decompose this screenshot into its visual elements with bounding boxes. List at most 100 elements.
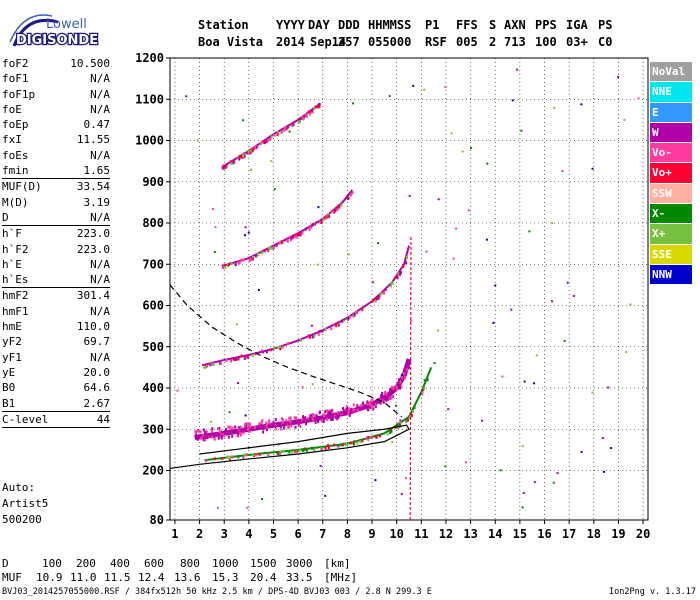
- echo-point: [267, 248, 270, 252]
- echo-point: [224, 266, 227, 270]
- muf-value: 33.5: [286, 571, 313, 584]
- echo-point: [400, 385, 403, 389]
- noise-point: [395, 404, 398, 407]
- echo-point: [279, 240, 282, 244]
- echo-point: [403, 371, 406, 375]
- parameter-value: 2.67: [83, 396, 111, 410]
- echo-point: [284, 125, 287, 129]
- echo-point: [243, 154, 246, 158]
- parameter-value: 0.47: [83, 118, 111, 132]
- muf-value: 20.4: [250, 571, 277, 584]
- noise-point: [246, 506, 249, 509]
- echo-point: [298, 449, 301, 453]
- echo-point: [279, 427, 282, 431]
- echo-point: [289, 419, 292, 423]
- y-tick-label: 800: [142, 216, 164, 230]
- echo-point: [314, 414, 317, 418]
- noise-point: [523, 380, 526, 383]
- noise-point: [528, 230, 531, 233]
- echo-point: [399, 378, 402, 382]
- echo-point: [213, 435, 216, 439]
- echo-point: [270, 135, 273, 139]
- echo-point: [374, 403, 377, 407]
- echo-point: [374, 405, 377, 409]
- noise-point: [617, 76, 620, 79]
- muf-value: 11.0: [70, 571, 97, 584]
- echo-point: [316, 104, 319, 108]
- echo-point: [320, 447, 323, 451]
- echo-point: [300, 116, 303, 120]
- echo-point: [229, 160, 232, 164]
- echo-point: [303, 419, 306, 423]
- echo-point: [367, 438, 370, 442]
- echo-point: [276, 422, 279, 426]
- parameter-name: foEs: [2, 148, 29, 162]
- echo-point: [410, 413, 413, 417]
- echo-point: [219, 430, 222, 434]
- noise-point: [399, 419, 402, 422]
- parameter-name: D: [2, 210, 9, 224]
- echo-point: [366, 400, 369, 404]
- noise-point: [311, 383, 314, 386]
- muf-value: 11.5: [104, 571, 131, 584]
- echo-point: [221, 166, 224, 170]
- echo-point: [412, 409, 415, 413]
- echo-point: [405, 419, 408, 423]
- parameter-value: 64.6: [83, 381, 111, 395]
- echo-point: [324, 409, 327, 413]
- echo-point: [409, 415, 412, 419]
- noise-point: [437, 329, 440, 332]
- parameter-name: hmE: [2, 320, 22, 334]
- echo-point: [296, 233, 299, 237]
- echo-point: [279, 422, 282, 426]
- echo-point: [348, 413, 351, 417]
- parameter-row: foE N/A: [2, 102, 110, 117]
- echo-point: [222, 433, 225, 437]
- echo-point: [381, 391, 384, 395]
- header-value: Sep14: [310, 35, 347, 49]
- echo-point: [217, 436, 220, 440]
- parameter-row: h`F2 223.0: [2, 242, 110, 257]
- echo-point: [276, 133, 279, 137]
- noise-point: [196, 139, 199, 142]
- header-label: S: [489, 18, 497, 32]
- echo-point: [216, 427, 219, 431]
- echo-point: [251, 257, 254, 261]
- noise-point: [480, 419, 483, 422]
- parameter-row: foF1 N/A: [2, 71, 110, 86]
- echo-point: [260, 420, 263, 424]
- x-tick-label: 10: [389, 527, 403, 541]
- echo-point: [312, 413, 315, 417]
- echo-point: [220, 436, 223, 440]
- noise-point: [444, 85, 447, 88]
- y-tick-label: 600: [142, 299, 164, 313]
- echo-point: [285, 127, 288, 131]
- parameter-name: foF2: [2, 57, 29, 70]
- echo-point: [348, 315, 351, 319]
- echo-point: [228, 456, 231, 460]
- echo-point: [398, 272, 401, 276]
- noise-point: [244, 414, 247, 417]
- echo-point: [209, 363, 212, 367]
- noise-point: [400, 373, 403, 376]
- echo-point: [369, 435, 372, 439]
- echo-point: [352, 313, 355, 317]
- distance-value: 200: [76, 557, 96, 570]
- noise-point: [455, 227, 458, 230]
- echo-point: [396, 387, 399, 391]
- distance-value: 3000: [286, 557, 313, 570]
- echo-point: [332, 414, 335, 418]
- header-value: RSF: [425, 35, 447, 49]
- trace-3rd-hop: [221, 189, 354, 270]
- echo-point: [279, 344, 282, 348]
- legend-entry: SSE: [650, 244, 692, 264]
- echo-point: [290, 236, 293, 240]
- noise-point: [510, 308, 513, 311]
- echo-point: [263, 141, 266, 145]
- echo-point: [248, 430, 251, 434]
- x-tick-label: 4: [245, 527, 252, 541]
- echo-point: [252, 453, 255, 457]
- echo-point: [213, 457, 216, 461]
- echo-point: [303, 448, 306, 452]
- echo-point: [221, 457, 224, 461]
